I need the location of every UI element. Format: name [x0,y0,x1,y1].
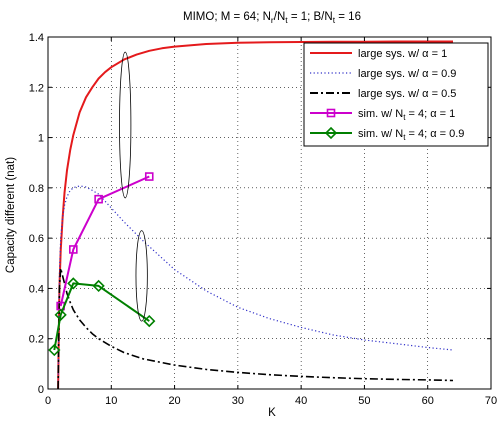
x-tick-label: 30 [232,395,244,407]
y-tick-label: 1.2 [29,82,44,94]
legend-entry-2: large sys. w/ α = 0.9 [358,68,456,80]
chart-title: MIMO; M = 64; Nr/Nt = 1; B/Nt = 16 [183,11,361,25]
series-line-1 [57,40,453,390]
y-tick-label: 0.8 [29,183,44,195]
x-axis-label: K [268,407,276,419]
series-4-point [69,245,78,254]
legend-entry-1: large sys. w/ α = 1 [358,48,447,60]
series-5-point [67,277,80,290]
y-tick-label: 1.4 [29,32,44,44]
y-tick-label: 0.6 [29,233,44,245]
x-tick-label: 20 [168,395,180,407]
x-tick-label: 0 [45,395,51,407]
series-4-point [94,194,103,204]
series-5-point [48,343,61,357]
legend-marker-5 [324,126,338,140]
legend-entry-4: sim. w/ Nt = 4; α = 1 [358,108,455,122]
series-line-5 [53,282,150,351]
annotation-ellipse [119,51,132,199]
legend-entry-3: large sys. w/ α = 0.5 [358,88,456,100]
legend-entry-5: sim. w/ Nt = 4; α = 0.9 [358,128,464,142]
legend: large sys. w/ α = 1 large sys. w/ α = 0.… [303,42,489,147]
annotation-ellipse [135,230,148,322]
series-line-3 [57,267,454,390]
y-tick-label: 1 [38,133,44,145]
y-axis-label: Capacity different (nat) [5,157,17,273]
series-5-point [54,308,67,321]
series-5-point [92,279,105,293]
legend-marker-4 [326,108,336,118]
legend-samples [310,52,352,140]
series-layer [48,40,454,390]
plot-area-frame [47,36,492,390]
x-tick-label: 40 [295,395,307,407]
y-tick-label: 0 [38,384,44,396]
annotation-layer [119,51,148,322]
y-tick-label: 0.4 [29,283,44,295]
series-4-point [144,172,154,181]
y-tick-label: 0.2 [29,334,44,346]
series-5-point [143,314,156,328]
series-line-2 [57,185,454,390]
axis-ticks: 0 10 20 30 40 50 60 70 0 0.2 0.4 0.6 0.8 1 1.2 1.4 [29,32,497,407]
x-tick-label: 70 [485,395,497,407]
x-tick-label: 10 [105,395,117,407]
legend-box [303,42,489,147]
x-tick-label: 60 [422,395,434,407]
x-tick-label: 50 [358,395,370,407]
series-line-4 [59,175,150,307]
